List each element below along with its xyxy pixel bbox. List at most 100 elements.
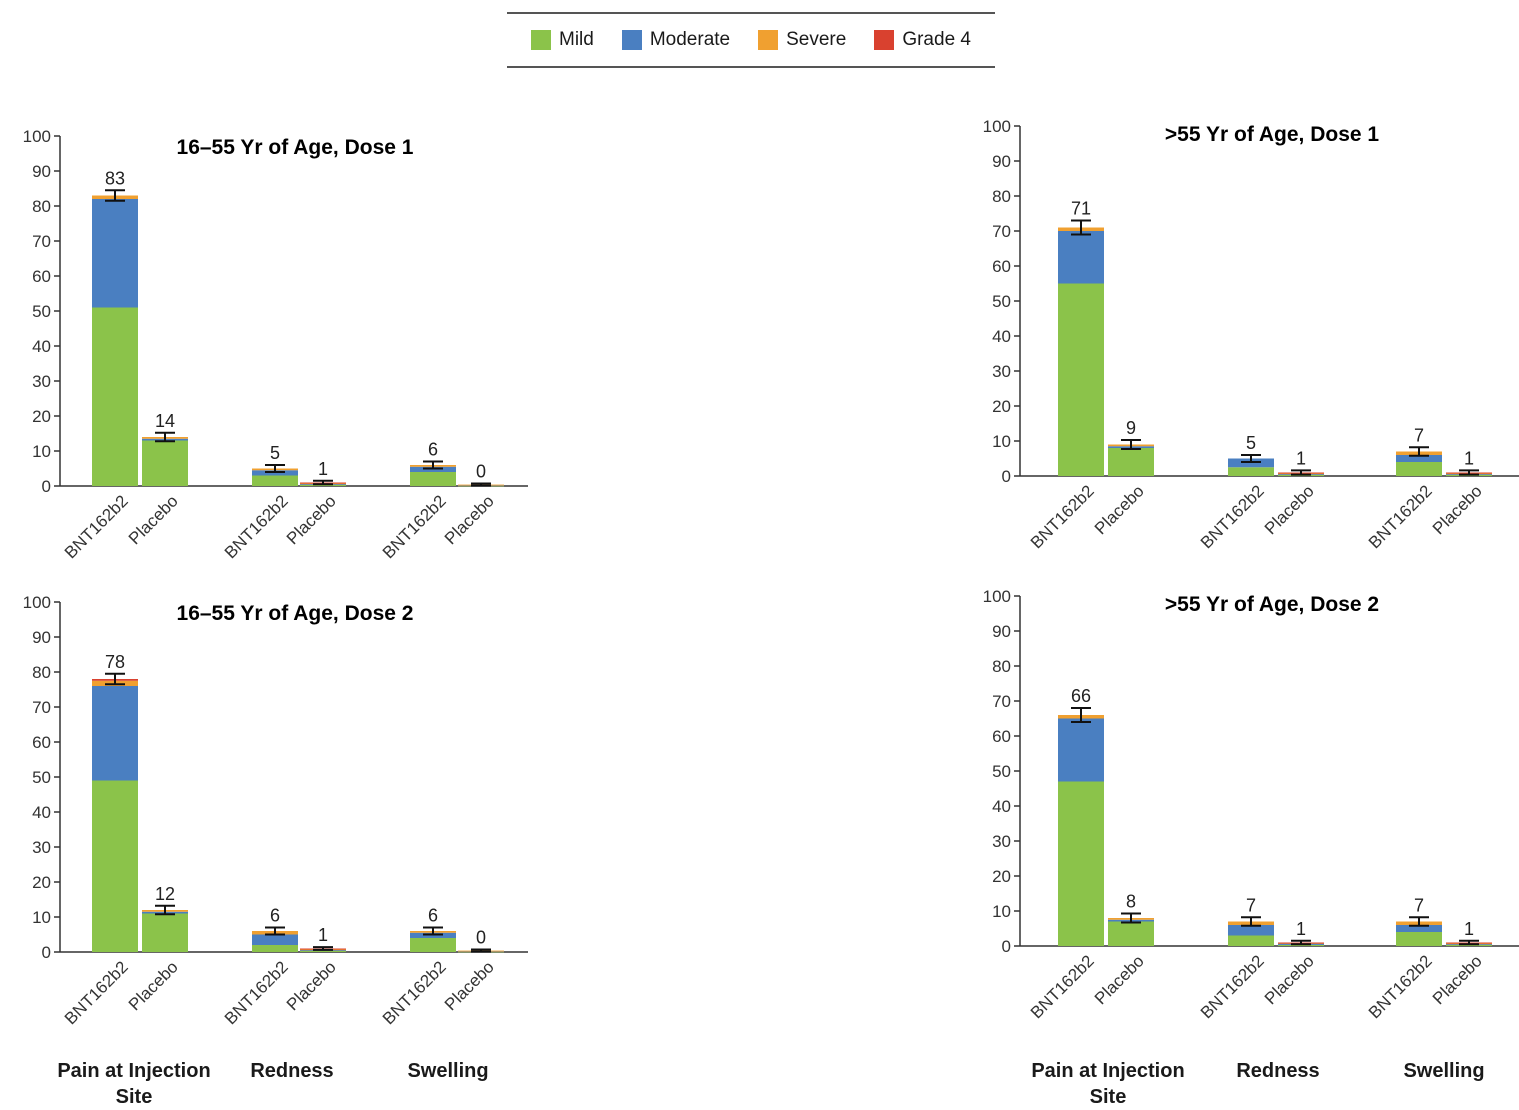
- bar-value-label: 14: [155, 411, 175, 431]
- y-tick-label: 30: [992, 362, 1011, 381]
- x-tick-label: BNT162b2: [1197, 951, 1268, 1022]
- y-tick-label: 90: [32, 162, 51, 181]
- bar-value-label: 0: [476, 462, 486, 482]
- y-tick-label: 70: [32, 698, 51, 717]
- bar-value-label: 1: [318, 925, 328, 945]
- y-tick-label: 30: [992, 832, 1011, 851]
- y-tick-label: 20: [32, 873, 51, 892]
- bar-segment-mild: [1058, 283, 1104, 476]
- bar-segment-moderate: [1396, 925, 1442, 932]
- legend-swatch-grade4: [874, 30, 895, 50]
- y-tick-label: 100: [23, 127, 51, 146]
- x-tick-label: BNT162b2: [379, 491, 450, 562]
- x-tick-label: BNT162b2: [1365, 951, 1436, 1022]
- bar-segment-mild: [1278, 944, 1324, 946]
- legend-item-severe: Severe: [758, 29, 846, 51]
- x-tick-label: Placebo: [441, 957, 498, 1014]
- chart-young-dose2: 16–55 Yr of Age, Dose 201020304050607080…: [23, 593, 528, 1028]
- x-tick-label: Placebo: [1429, 481, 1486, 538]
- bar-value-label: 5: [1246, 433, 1256, 453]
- x-tick-label: Placebo: [1429, 951, 1486, 1008]
- legend-label-grade4: Grade 4: [902, 29, 971, 50]
- y-tick-label: 10: [992, 902, 1011, 921]
- y-tick-label: 90: [992, 622, 1011, 641]
- x-tick-label: BNT162b2: [1365, 481, 1436, 552]
- bar-segment-mild: [92, 780, 138, 952]
- bar-segment-moderate: [92, 686, 138, 781]
- bar-value-label: 5: [270, 443, 280, 463]
- x-tick-label: BNT162b2: [1027, 951, 1098, 1022]
- y-tick-label: 90: [992, 152, 1011, 171]
- bar-value-label: 1: [1296, 919, 1306, 939]
- bar-segment-mild: [252, 475, 298, 486]
- chart-old-dose2: >55 Yr of Age, Dose 2 0 10 20 30 40 50 60 70 80 90…: [983, 587, 1519, 1022]
- bar-value-label: 7: [1414, 895, 1424, 915]
- y-tick-label: 50: [32, 768, 51, 787]
- bar-value-label: 1: [1464, 448, 1474, 468]
- bar-value-label: 0: [476, 928, 486, 948]
- x-tick-label: Placebo: [283, 957, 340, 1014]
- chart-old-dose1: >55 Yr of Age, Dose 1 0 10 20 30 40 50 60 70 80 90…: [983, 117, 1519, 552]
- category-label-swelling-left: Swelling: [407, 1060, 489, 1082]
- x-tick-label: BNT162b2: [221, 957, 292, 1028]
- bar-segment-moderate: [1228, 925, 1274, 936]
- bar-value-label: 1: [318, 459, 328, 479]
- y-tick-label: 0: [42, 943, 51, 962]
- category-label-pain-right: Pain at Injection Site: [1031, 1060, 1185, 1108]
- category-label-swelling-right: Swelling: [1403, 1060, 1485, 1082]
- y-tick-label: 40: [992, 327, 1011, 346]
- legend-label-moderate: Moderate: [649, 29, 731, 50]
- y-tick-label: 20: [992, 867, 1011, 886]
- y-tick-label: 70: [992, 692, 1011, 711]
- bar-segment-moderate: [252, 934, 298, 945]
- y-tick-label: 100: [983, 117, 1011, 136]
- bar-value-label: 6: [428, 906, 438, 926]
- y-tick-label: 50: [992, 762, 1011, 781]
- chart-title: >55 Yr of Age, Dose 1: [1165, 123, 1379, 146]
- bar-segment-mild: [1396, 932, 1442, 946]
- y-tick-label: 50: [32, 302, 51, 321]
- y-tick-label: 40: [992, 797, 1011, 816]
- x-tick-label: Placebo: [1091, 951, 1148, 1008]
- legend-item-mild: Mild: [531, 29, 594, 51]
- y-tick-label: 100: [23, 593, 51, 612]
- bar-segment-moderate: [1396, 455, 1442, 462]
- bar-segment-moderate: [1058, 231, 1104, 284]
- legend-swatch-moderate: [621, 30, 642, 50]
- bar-segment-mild: [300, 950, 346, 952]
- bar-segment-mild: [1108, 921, 1154, 946]
- legend-label-severe: Severe: [786, 29, 847, 50]
- x-tick-label: BNT162b2: [221, 491, 292, 562]
- y-tick-label: 10: [32, 908, 51, 927]
- bar-segment-moderate: [92, 199, 138, 308]
- y-tick-label: 30: [32, 838, 51, 857]
- bar-segment-mild: [1058, 781, 1104, 946]
- bar-value-label: 7: [1414, 425, 1424, 445]
- y-tick-label: 0: [1002, 467, 1011, 486]
- y-tick-label: 80: [32, 663, 51, 682]
- y-tick-label: 30: [32, 372, 51, 391]
- bar-value-label: 12: [155, 884, 175, 904]
- y-tick-label: 0: [1002, 937, 1011, 956]
- bar-segment-mild: [142, 440, 188, 486]
- y-tick-label: 70: [992, 222, 1011, 241]
- bar-value-label: 1: [1296, 448, 1306, 468]
- bar-value-label: 7: [1246, 895, 1256, 915]
- category-label-redness-right: Redness: [1236, 1060, 1320, 1082]
- bar-value-label: 1: [1464, 919, 1474, 939]
- y-tick-label: 60: [992, 257, 1011, 276]
- x-tick-label: Placebo: [283, 491, 340, 548]
- bar-value-label: 6: [270, 906, 280, 926]
- legend-swatch-severe: [758, 30, 779, 50]
- bar-segment-mild: [1228, 935, 1274, 946]
- chart-title: >55 Yr of Age, Dose 2: [1165, 593, 1379, 616]
- x-tick-label: Placebo: [1261, 481, 1318, 538]
- bar-segment-moderate: [1058, 718, 1104, 782]
- bar-value-label: 66: [1071, 686, 1091, 706]
- x-tick-label: Placebo: [125, 491, 182, 548]
- bar-value-label: 6: [428, 440, 438, 460]
- bar-segment-mild: [1396, 462, 1442, 476]
- x-tick-label: Placebo: [125, 957, 182, 1014]
- legend-swatch-mild: [531, 30, 551, 50]
- category-label-redness-left: Redness: [250, 1060, 334, 1082]
